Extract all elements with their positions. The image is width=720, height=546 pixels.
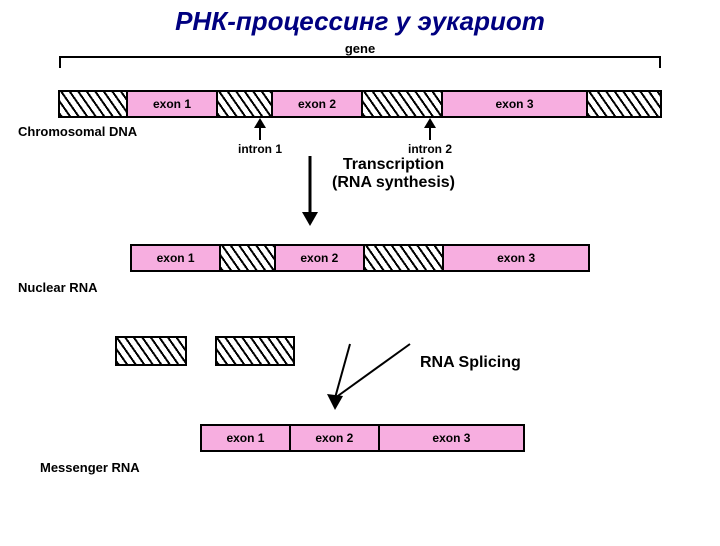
up-arrow-icon <box>250 118 270 140</box>
transcription-block: Transcription (RNA synthesis) <box>260 156 500 226</box>
nuclear-rna-strip: exon 1 exon 2 exon 3 <box>130 244 590 272</box>
chromosomal-dna-label: Chromosomal DNA <box>18 124 137 139</box>
intron-segment <box>221 246 276 270</box>
removed-intron <box>115 336 187 366</box>
gene-label: gene <box>0 41 720 56</box>
page-title: РНК-процессинг у эукариот <box>0 6 720 37</box>
exon-segment: exon 3 <box>444 246 588 270</box>
intron-pointer: intron 2 <box>400 118 460 156</box>
splicing-label: RNA Splicing <box>420 354 521 372</box>
transcription-label-2: (RNA synthesis) <box>332 174 455 192</box>
chromosomal-dna-strip: exon 1 exon 2 exon 3 <box>58 90 662 118</box>
messenger-rna-strip: exon 1exon 2exon 3 <box>200 424 525 452</box>
exon-segment: exon 3 <box>380 426 523 450</box>
intron-segment <box>218 92 273 116</box>
gene-bracket <box>59 56 661 68</box>
exon-segment: exon 1 <box>128 92 218 116</box>
exon-segment: exon 2 <box>273 92 363 116</box>
nuclear-rna-label: Nuclear RNA <box>18 280 97 295</box>
down-arrow-icon <box>298 156 322 226</box>
up-arrow-icon <box>420 118 440 140</box>
messenger-rna-label: Messenger RNA <box>40 460 140 475</box>
intron-segment <box>365 246 444 270</box>
exon-segment: exon 2 <box>276 246 365 270</box>
exon-segment: exon 1 <box>202 426 291 450</box>
intron-pointer: intron 1 <box>230 118 290 156</box>
splicing-arrow-icon <box>280 336 430 416</box>
intron-segment <box>60 92 128 116</box>
exon-segment: exon 3 <box>443 92 588 116</box>
exon-segment: exon 2 <box>291 426 380 450</box>
intron-label: intron 1 <box>230 142 290 156</box>
intron-segment <box>588 92 660 116</box>
intron-segment <box>363 92 443 116</box>
exon-segment: exon 1 <box>132 246 221 270</box>
intron-label: intron 2 <box>400 142 460 156</box>
transcription-label-1: Transcription <box>332 156 455 174</box>
